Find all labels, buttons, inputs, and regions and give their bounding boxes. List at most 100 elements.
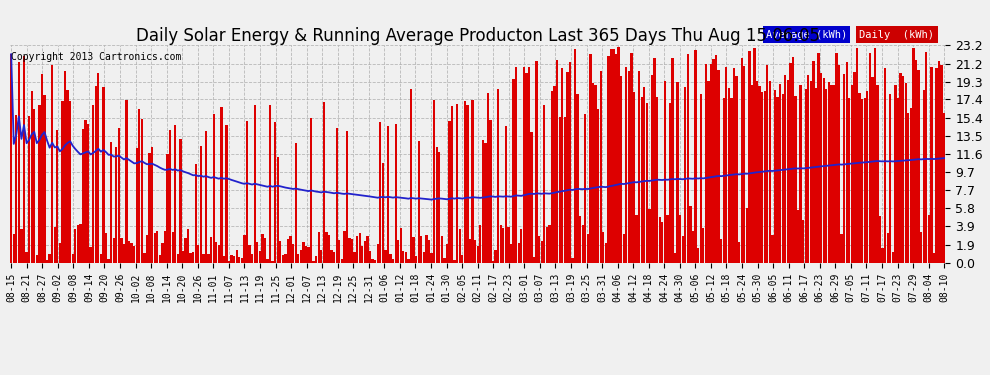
Bar <box>763 91 766 262</box>
Bar <box>556 60 558 262</box>
Bar <box>768 81 771 262</box>
Bar <box>858 93 860 262</box>
Bar <box>305 246 307 262</box>
Bar <box>15 115 18 262</box>
Bar <box>448 121 450 262</box>
Bar <box>902 76 904 262</box>
Bar <box>713 59 715 262</box>
Bar <box>141 119 144 262</box>
Bar <box>915 60 917 262</box>
Bar <box>718 70 720 262</box>
Bar <box>584 114 586 262</box>
Bar <box>269 105 271 262</box>
Bar <box>669 103 671 262</box>
Bar <box>761 92 763 262</box>
Bar <box>139 109 141 262</box>
Bar <box>131 243 133 262</box>
Bar <box>300 250 302 262</box>
Bar <box>644 87 645 262</box>
Bar <box>53 226 55 262</box>
Bar <box>26 252 28 262</box>
Bar <box>266 259 268 262</box>
Bar <box>700 94 702 262</box>
Bar <box>850 85 853 262</box>
Bar <box>231 255 233 262</box>
Bar <box>576 94 579 262</box>
Bar <box>561 69 563 262</box>
Bar <box>274 122 276 262</box>
Bar <box>931 67 933 262</box>
Bar <box>10 54 12 262</box>
Bar <box>228 261 231 262</box>
Bar <box>56 130 58 262</box>
Bar <box>687 54 689 262</box>
Bar <box>625 66 628 262</box>
Bar <box>697 248 699 262</box>
Bar <box>510 244 512 262</box>
Bar <box>315 256 318 262</box>
Bar <box>313 261 315 262</box>
Bar <box>589 54 592 262</box>
Bar <box>474 240 476 262</box>
Bar <box>374 260 376 262</box>
Bar <box>694 50 697 262</box>
Bar <box>656 96 658 262</box>
Bar <box>350 240 353 262</box>
Bar <box>118 128 120 262</box>
Bar <box>845 62 847 262</box>
Bar <box>874 48 876 262</box>
Bar <box>384 250 386 262</box>
Bar <box>461 255 463 262</box>
Bar <box>187 230 189 262</box>
Bar <box>244 235 246 262</box>
Bar <box>58 243 61 262</box>
Bar <box>689 206 692 262</box>
Bar <box>341 258 343 262</box>
Bar <box>205 131 207 262</box>
Text: Copyright 2013 Cartronics.com: Copyright 2013 Cartronics.com <box>11 51 181 62</box>
Bar <box>531 132 533 262</box>
Bar <box>382 163 384 262</box>
Bar <box>838 65 841 262</box>
Bar <box>574 48 576 262</box>
Bar <box>476 246 479 262</box>
Bar <box>189 253 192 262</box>
Bar <box>750 85 753 262</box>
Bar <box>710 64 712 262</box>
Bar <box>836 53 838 262</box>
Bar <box>776 97 779 262</box>
Bar <box>113 238 115 262</box>
Bar <box>497 89 499 262</box>
Bar <box>620 76 623 262</box>
Bar <box>371 258 374 262</box>
Bar <box>69 101 71 262</box>
Bar <box>745 208 748 262</box>
Bar <box>223 256 225 262</box>
Bar <box>18 63 20 262</box>
Bar <box>648 209 650 262</box>
Bar <box>641 97 643 262</box>
Bar <box>805 89 807 262</box>
Bar <box>276 158 279 262</box>
Bar <box>79 224 81 262</box>
Bar <box>738 242 741 262</box>
Bar <box>363 241 366 262</box>
Bar <box>728 88 730 262</box>
Bar <box>310 118 312 262</box>
Bar <box>815 88 817 262</box>
Bar <box>766 66 768 262</box>
Bar <box>423 252 425 262</box>
Bar <box>74 230 76 262</box>
Bar <box>810 81 812 262</box>
Bar <box>256 242 258 262</box>
Bar <box>344 231 346 262</box>
Bar <box>463 102 466 262</box>
Bar <box>592 83 594 262</box>
Bar <box>195 164 197 262</box>
Bar <box>31 91 33 262</box>
Bar <box>566 72 568 262</box>
Bar <box>282 255 284 262</box>
Bar <box>841 234 842 262</box>
Bar <box>923 90 925 262</box>
Bar <box>318 232 320 262</box>
